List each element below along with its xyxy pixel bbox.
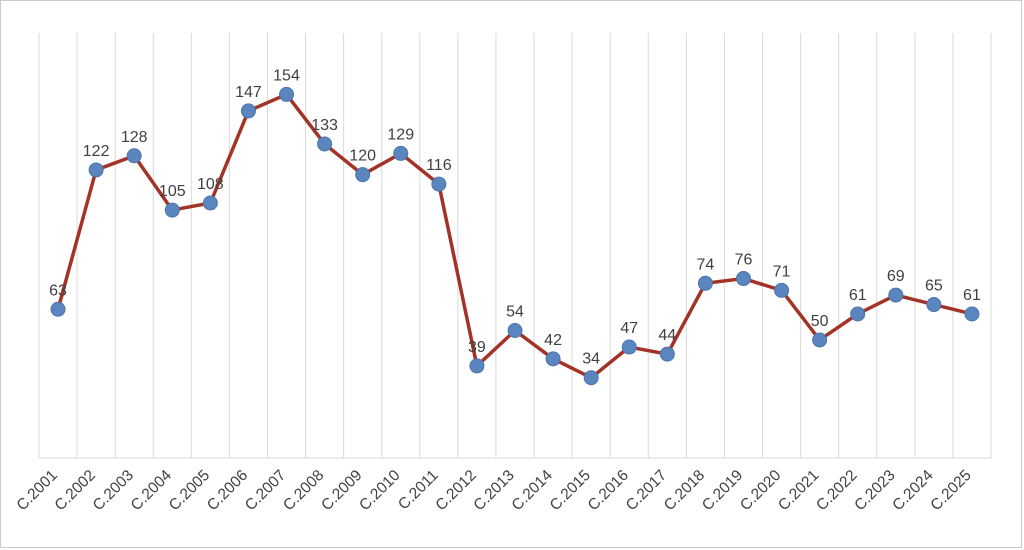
series-markers [50, 86, 980, 386]
x-axis-tick-label: C.2022 [813, 467, 860, 514]
x-axis-tick-label: C.2003 [90, 467, 137, 514]
data-point-marker [545, 351, 561, 367]
data-point-marker [964, 306, 980, 322]
data-point-marker [659, 346, 675, 362]
data-point-marker [50, 301, 66, 317]
data-point-label: 147 [235, 84, 262, 101]
data-point-marker [88, 162, 104, 178]
x-axis-tick-label: C.2013 [470, 467, 517, 514]
data-point-label: 129 [387, 126, 414, 143]
data-point-label: 34 [582, 351, 600, 368]
data-point-marker [850, 306, 866, 322]
data-point-marker [926, 297, 942, 313]
data-labels: 63 122 128 105 108 147 154 133 120 129 116 39 54 42 34… [49, 67, 981, 367]
data-point-label: 61 [963, 287, 981, 304]
data-point-label: 42 [544, 332, 562, 349]
data-point-marker [355, 167, 371, 183]
data-point-label: 108 [197, 176, 224, 193]
x-axis-tick-label: C.2009 [318, 467, 365, 514]
x-axis-tick-label: C.2012 [432, 467, 479, 514]
data-point-label: 54 [506, 304, 524, 321]
gridlines [38, 33, 992, 458]
x-axis-labels: C.2001C.2002C.2003C.2004C.2005C.2006C.20… [14, 467, 975, 515]
data-point-label: 61 [849, 287, 867, 304]
data-point-label: 120 [349, 148, 376, 165]
data-point-marker [393, 145, 409, 161]
data-point-marker [279, 86, 295, 102]
data-point-label: 74 [697, 256, 715, 273]
data-point-label: 44 [658, 327, 676, 344]
data-point-marker [507, 323, 523, 338]
x-axis-tick-label: C.2024 [889, 467, 937, 515]
x-axis-tick-label: C.2001 [14, 467, 61, 514]
data-point-marker [431, 176, 447, 192]
x-axis-tick-label: C.2023 [851, 467, 898, 514]
data-point-label: 116 [426, 157, 452, 174]
data-point-label: 69 [887, 268, 905, 285]
data-point-label: 128 [121, 129, 148, 146]
x-axis-tick-label: C.2014 [509, 467, 557, 515]
x-axis-tick-label: C.2020 [737, 467, 785, 515]
x-axis-tick-label: C.2007 [242, 467, 289, 514]
data-point-marker [621, 339, 637, 355]
data-point-marker [697, 275, 713, 291]
data-point-marker [317, 136, 333, 152]
data-point-marker [812, 332, 828, 348]
x-axis-tick-label: C.2025 [927, 467, 974, 514]
data-point-marker [774, 282, 790, 298]
data-point-label: 122 [83, 143, 110, 160]
data-point-marker [240, 103, 256, 119]
x-axis-tick-label: C.2004 [128, 467, 176, 515]
data-point-label: 65 [925, 278, 943, 295]
x-axis-tick-label: C.2021 [775, 467, 822, 514]
data-point-marker [202, 195, 218, 211]
data-point-label: 76 [735, 252, 753, 269]
x-axis-tick-label: C.2015 [547, 467, 594, 514]
data-point-marker [888, 287, 904, 303]
data-point-marker [469, 358, 485, 374]
data-point-label: 71 [773, 263, 791, 280]
data-point-label: 133 [311, 117, 338, 134]
x-axis-tick-label: C.2016 [585, 467, 632, 514]
data-point-marker [583, 370, 599, 386]
x-axis-tick-label: C.2017 [623, 467, 670, 514]
x-axis-tick-label: C.2019 [699, 467, 746, 514]
data-point-label: 154 [273, 67, 300, 84]
x-axis-tick-label: C.2011 [395, 467, 442, 514]
x-axis-tick-label: C.2006 [204, 467, 251, 514]
data-point-label: 47 [620, 320, 638, 337]
data-point-marker [164, 202, 180, 218]
x-axis-tick-label: C.2002 [52, 467, 99, 514]
data-point-label: 39 [468, 339, 486, 356]
data-point-marker [126, 148, 142, 164]
x-axis-tick-label: C.2018 [661, 467, 708, 514]
data-point-marker [735, 271, 751, 287]
x-axis-tick-label: C.2005 [166, 467, 213, 514]
data-point-label: 50 [811, 313, 829, 330]
data-point-label: 63 [49, 282, 67, 299]
x-axis-tick-label: C.2008 [280, 467, 327, 514]
data-point-label: 105 [159, 183, 186, 200]
x-axis-tick-label: C.2010 [356, 467, 404, 515]
